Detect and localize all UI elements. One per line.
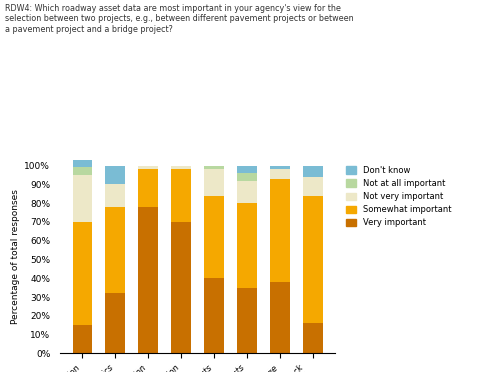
- Bar: [72, 167, 92, 175]
- Legend: Don't know, Not at all important, Not very important, Somewhat important, Very i: Don't know, Not at all important, Not ve…: [344, 164, 453, 229]
- Bar: [138, 169, 158, 207]
- Bar: [204, 169, 224, 196]
- Bar: [171, 166, 191, 169]
- Bar: [237, 288, 256, 353]
- Bar: [138, 166, 158, 169]
- Bar: [204, 196, 224, 278]
- Bar: [204, 166, 224, 169]
- Bar: [106, 207, 125, 293]
- Bar: [106, 166, 125, 185]
- Bar: [303, 196, 322, 323]
- Bar: [270, 282, 289, 353]
- Bar: [72, 175, 92, 222]
- Bar: [204, 278, 224, 353]
- Bar: [303, 166, 322, 177]
- Bar: [106, 293, 125, 353]
- Bar: [237, 166, 256, 173]
- Bar: [270, 169, 289, 179]
- Y-axis label: Percentage of total responses: Percentage of total responses: [11, 189, 20, 324]
- Bar: [106, 185, 125, 207]
- Bar: [270, 166, 289, 169]
- Bar: [138, 207, 158, 353]
- Bar: [270, 179, 289, 282]
- Bar: [303, 323, 322, 353]
- Bar: [237, 173, 256, 181]
- Bar: [171, 222, 191, 353]
- Bar: [171, 169, 191, 222]
- Bar: [72, 156, 92, 167]
- Bar: [72, 222, 92, 325]
- Text: RDW4: Which roadway asset data are most important in your agency's view for the
: RDW4: Which roadway asset data are most …: [5, 4, 354, 33]
- Bar: [237, 203, 256, 288]
- Bar: [303, 177, 322, 196]
- Bar: [72, 325, 92, 353]
- Bar: [237, 181, 256, 203]
